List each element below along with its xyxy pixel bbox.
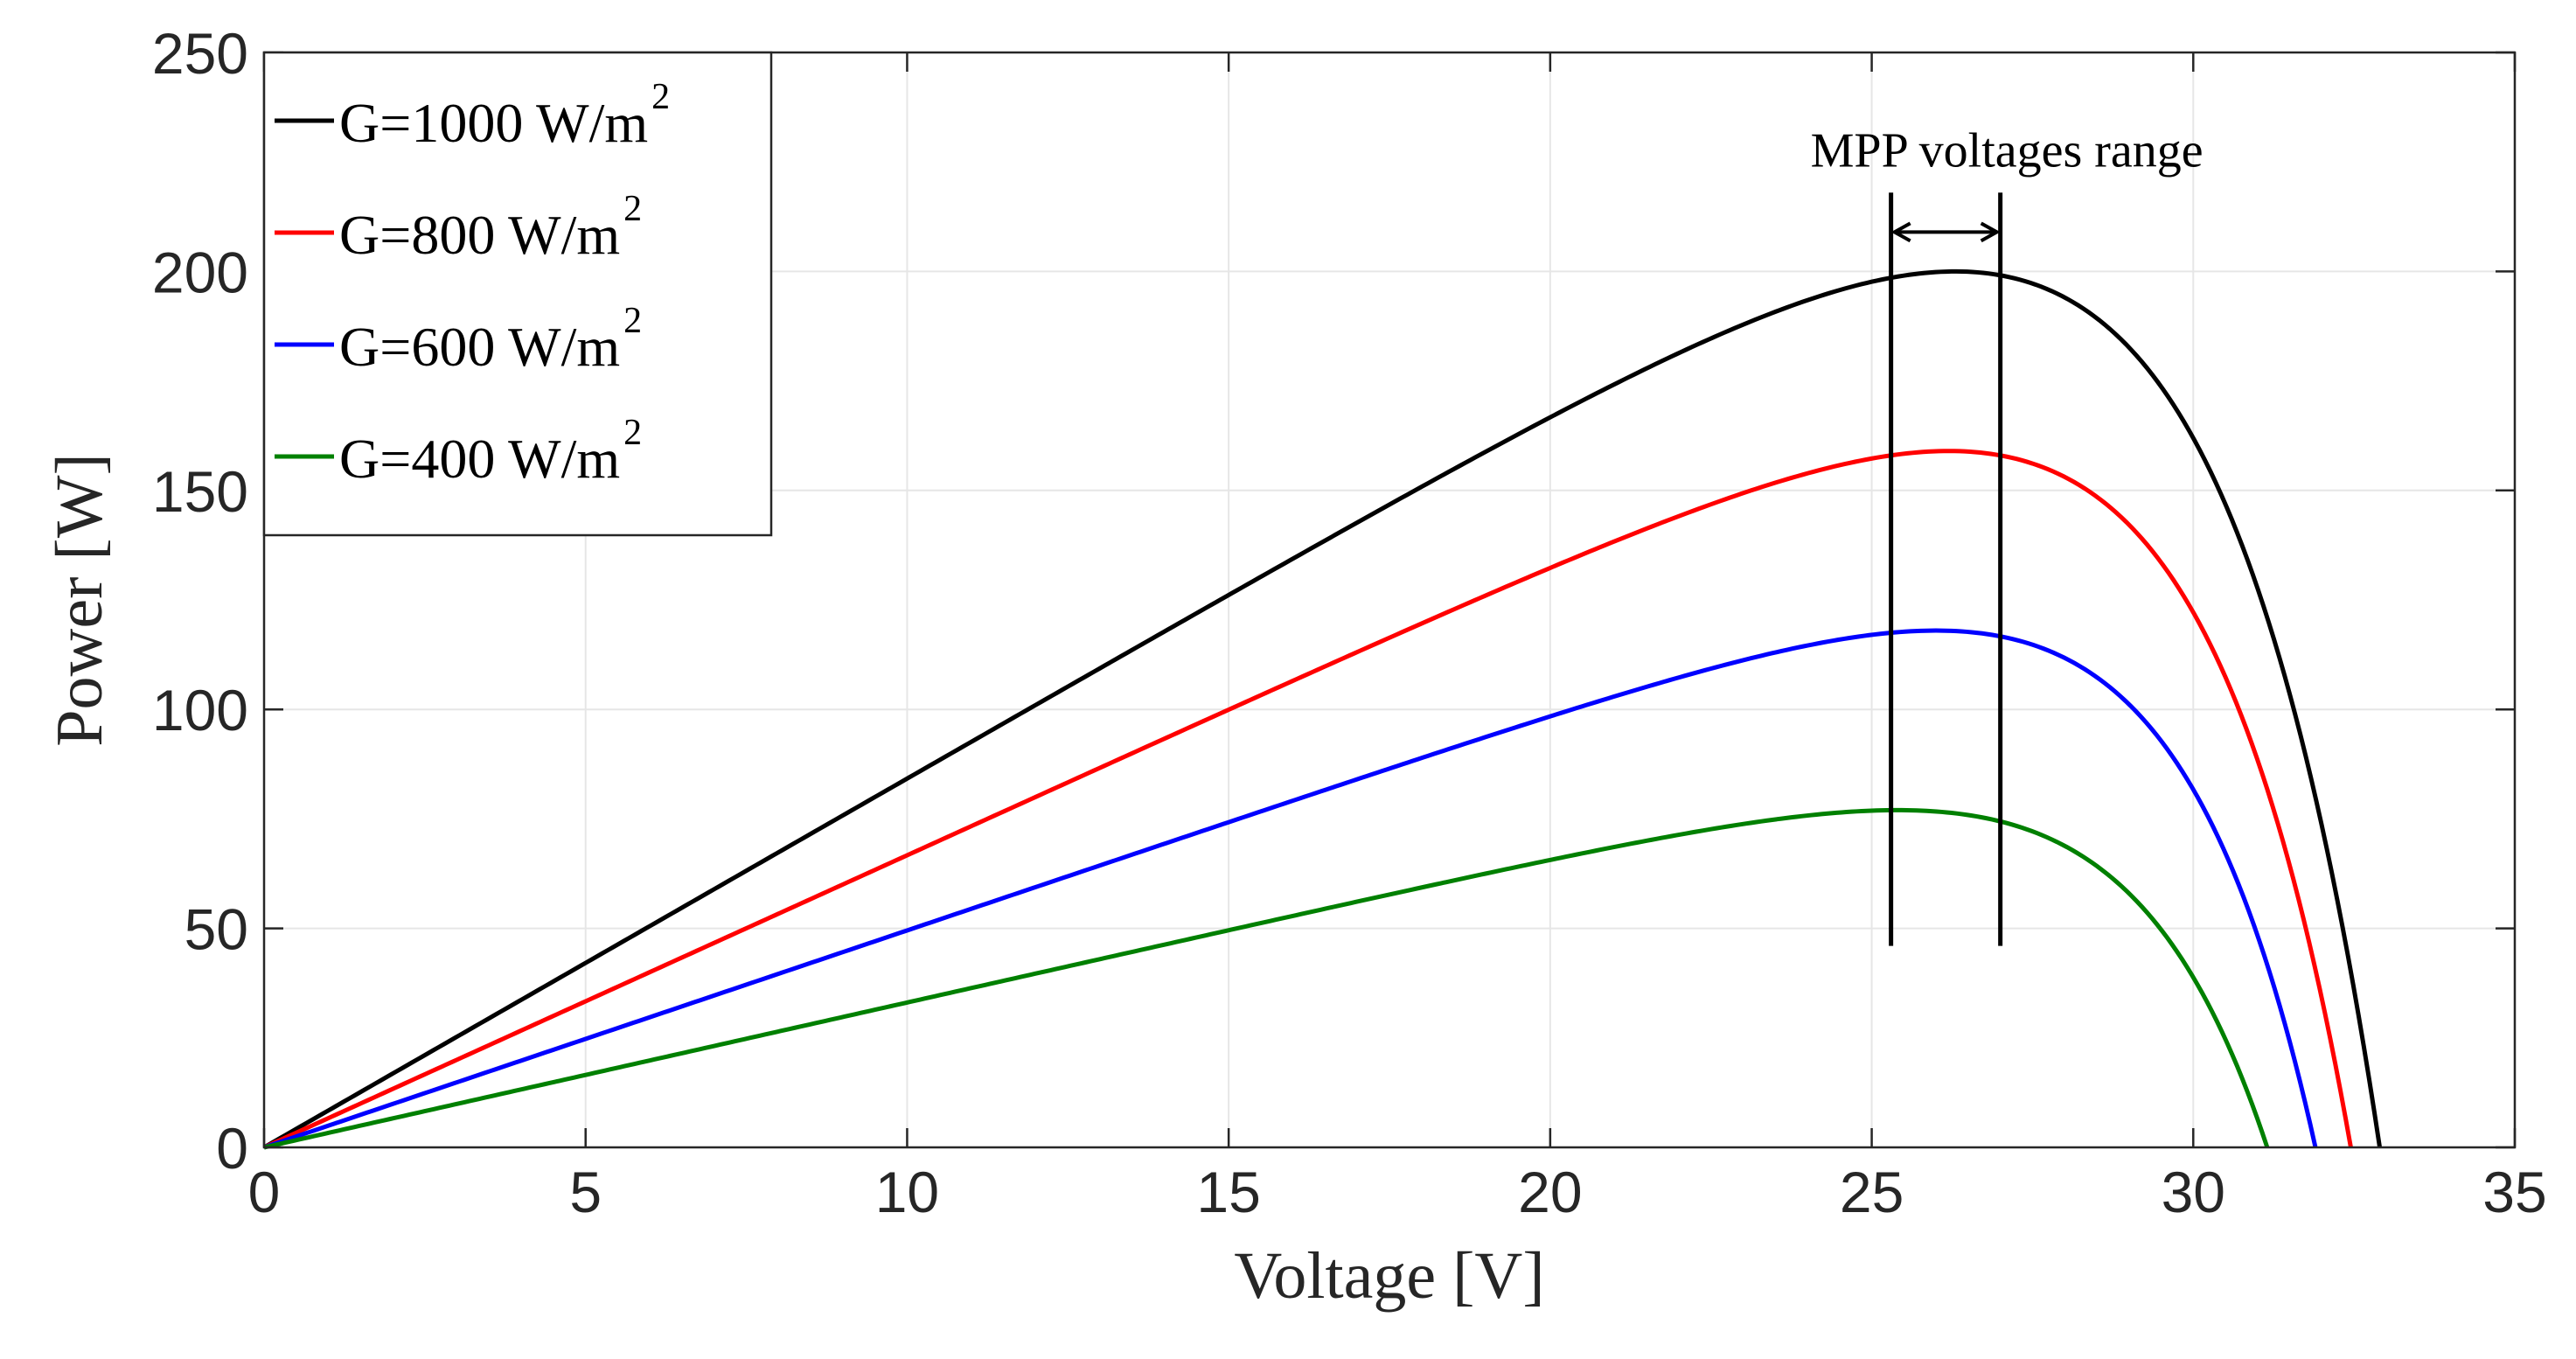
legend-entry: G=600 W/m [339, 316, 620, 378]
y-tick-label: 0 [216, 1116, 248, 1181]
plot-frame [262, 51, 2517, 1149]
legend-entry: G=1000 W/m [339, 92, 648, 154]
mpp-arrow-head-left [1890, 221, 1911, 243]
x-axis-label: Voltage [V] [1234, 1239, 1544, 1313]
x-tick-label: 5 [569, 1160, 602, 1224]
curves [262, 268, 2383, 1150]
legend-entry-superscript: 2 [651, 77, 670, 117]
series-line-3 [263, 807, 2270, 1150]
axis-ticks: 0 5 10 15 20 25 30 35 0 50 100 150 200 250 [152, 21, 2547, 1224]
y-tick-label: 100 [152, 678, 248, 742]
legend-entry: G=800 W/m [339, 204, 620, 266]
y-tick-label: 250 [152, 21, 248, 86]
legend-entry: G=400 W/m [339, 428, 620, 490]
series-line-2 [263, 628, 2318, 1150]
x-tick-label: 0 [248, 1160, 281, 1224]
legend-box [262, 51, 773, 537]
x-tick-label: 15 [1196, 1160, 1260, 1224]
y-tick-label: 50 [184, 897, 248, 962]
legend: G=1000 W/m 2G=800 W/m 2G=600 W/m 2G=400 W/m… [262, 51, 773, 537]
y-axis-label: Power [W] [43, 453, 116, 747]
mpp-annotation-label: MPP voltages range [1811, 123, 2204, 178]
y-tick-label: 150 [152, 459, 248, 524]
series-line-1 [262, 449, 2353, 1150]
x-tick-label: 25 [1840, 1160, 1904, 1224]
legend-entry-superscript: 2 [623, 301, 642, 341]
grid-lines [264, 52, 2515, 1147]
mpp-arrow-head-right [1980, 221, 2001, 243]
x-tick-label: 10 [875, 1160, 939, 1224]
x-tick-label: 20 [1518, 1160, 1582, 1224]
legend-entry-superscript: 2 [623, 189, 642, 229]
series-line-0 [262, 268, 2383, 1150]
y-tick-label: 200 [152, 240, 248, 304]
x-tick-label: 30 [2162, 1160, 2225, 1224]
x-tick-label: 35 [2482, 1160, 2546, 1224]
legend-entry-superscript: 2 [623, 413, 642, 453]
mpp-annotation: MPP voltages range [1811, 123, 2204, 946]
